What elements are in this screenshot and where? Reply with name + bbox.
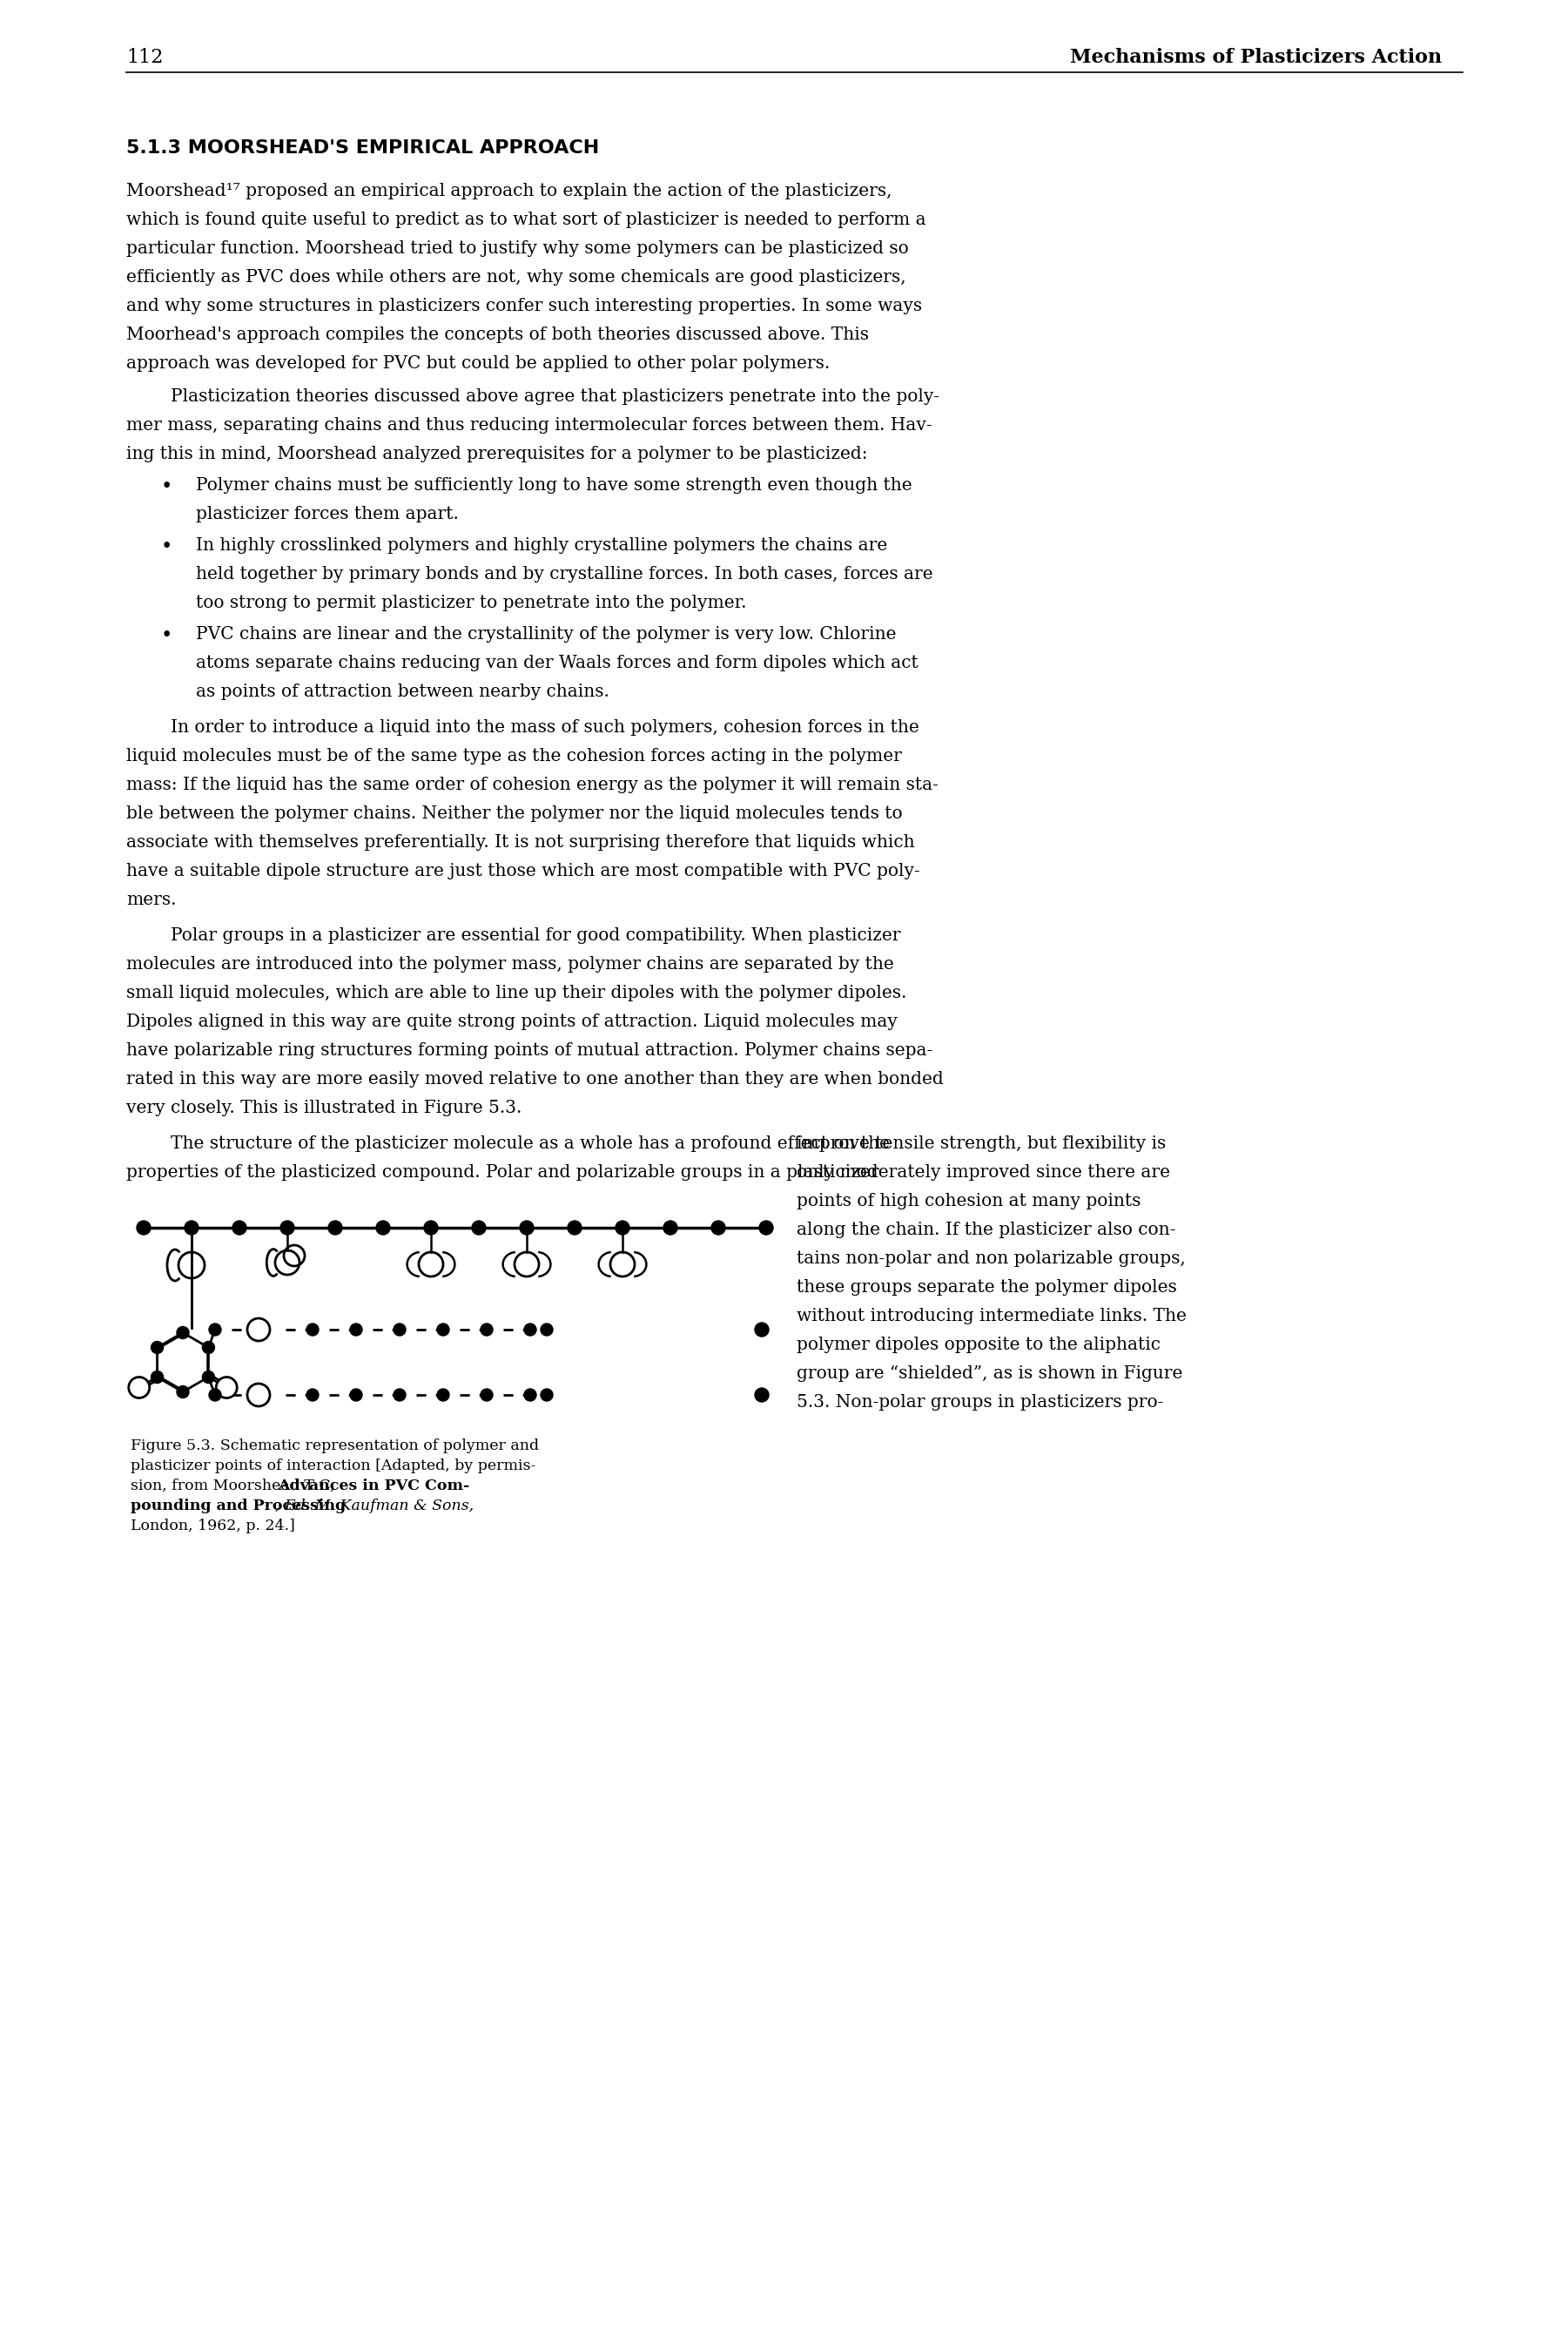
Circle shape — [177, 1385, 188, 1399]
Text: PVC chains are linear and the crystallinity of the polymer is very low. Chlorine: PVC chains are linear and the crystallin… — [196, 625, 897, 642]
Text: Figure 5.3. Schematic representation of polymer and: Figure 5.3. Schematic representation of … — [130, 1439, 539, 1453]
Text: The structure of the plasticizer molecule as a whole has a profound effect on th: The structure of the plasticizer molecul… — [127, 1136, 889, 1152]
Text: 112: 112 — [127, 47, 163, 68]
Text: points of high cohesion at many points: points of high cohesion at many points — [797, 1192, 1142, 1208]
Text: along the chain. If the plasticizer also con-: along the chain. If the plasticizer also… — [797, 1223, 1176, 1239]
Circle shape — [519, 1220, 533, 1234]
Circle shape — [202, 1371, 215, 1382]
Text: Plasticization theories discussed above agree that plasticizers penetrate into t: Plasticization theories discussed above … — [127, 388, 939, 404]
Circle shape — [754, 1324, 768, 1338]
Text: small liquid molecules, which are able to line up their dipoles with the polymer: small liquid molecules, which are able t… — [127, 985, 906, 1002]
Circle shape — [541, 1389, 554, 1401]
Text: •: • — [162, 625, 172, 644]
Circle shape — [328, 1220, 342, 1234]
Text: too strong to permit plasticizer to penetrate into the polymer.: too strong to permit plasticizer to pene… — [196, 595, 746, 611]
Circle shape — [394, 1389, 406, 1401]
Text: pounding and Processing: pounding and Processing — [130, 1498, 347, 1514]
Circle shape — [754, 1387, 768, 1401]
Text: which is found quite useful to predict as to what sort of plasticizer is needed : which is found quite useful to predict a… — [127, 212, 927, 228]
Text: plasticizer points of interaction [Adapted, by permis-: plasticizer points of interaction [Adapt… — [130, 1458, 536, 1474]
Circle shape — [394, 1324, 406, 1335]
Circle shape — [524, 1389, 536, 1401]
Text: In highly crosslinked polymers and highly crystalline polymers the chains are: In highly crosslinked polymers and highl… — [196, 538, 887, 555]
Text: rated in this way are more easily moved relative to one another than they are wh: rated in this way are more easily moved … — [127, 1072, 944, 1089]
Circle shape — [350, 1324, 362, 1335]
Text: ing this in mind, Moorshead analyzed prerequisites for a polymer to be plasticiz: ing this in mind, Moorshead analyzed pre… — [127, 447, 867, 463]
Circle shape — [216, 1378, 237, 1399]
Circle shape — [136, 1220, 151, 1234]
Circle shape — [248, 1319, 270, 1340]
Circle shape — [437, 1324, 450, 1335]
Text: efficiently as PVC does while others are not, why some chemicals are good plasti: efficiently as PVC does while others are… — [127, 268, 906, 284]
Text: ble between the polymer chains. Neither the polymer nor the liquid molecules ten: ble between the polymer chains. Neither … — [127, 806, 903, 823]
Circle shape — [480, 1389, 492, 1401]
Text: Moorshead¹⁷ proposed an empirical approach to explain the action of the plastici: Moorshead¹⁷ proposed an empirical approa… — [127, 183, 892, 200]
Text: atoms separate chains reducing van der Waals forces and form dipoles which act: atoms separate chains reducing van der W… — [196, 656, 919, 672]
Text: Mechanisms of Plasticizers Action: Mechanisms of Plasticizers Action — [1069, 47, 1441, 68]
Text: mer mass, separating chains and thus reducing intermolecular forces between them: mer mass, separating chains and thus red… — [127, 416, 931, 433]
Circle shape — [423, 1220, 437, 1234]
Text: Dipoles aligned in this way are quite strong points of attraction. Liquid molecu: Dipoles aligned in this way are quite st… — [127, 1013, 897, 1030]
Circle shape — [129, 1378, 149, 1399]
Circle shape — [306, 1324, 318, 1335]
Text: and why some structures in plasticizers confer such interesting properties. In s: and why some structures in plasticizers … — [127, 299, 922, 315]
Text: associate with themselves preferentially. It is not surprising therefore that li: associate with themselves preferentially… — [127, 835, 914, 851]
Text: London, 1962, p. 24.]: London, 1962, p. 24.] — [130, 1519, 295, 1533]
Circle shape — [568, 1220, 582, 1234]
Text: very closely. This is illustrated in Figure 5.3.: very closely. This is illustrated in Fig… — [127, 1100, 522, 1117]
Circle shape — [209, 1389, 221, 1401]
Circle shape — [712, 1220, 726, 1234]
Circle shape — [177, 1326, 188, 1338]
Text: properties of the plasticized compound. Polar and polarizable groups in a plasti: properties of the plasticized compound. … — [127, 1164, 880, 1180]
Circle shape — [248, 1385, 270, 1406]
Text: have polarizable ring structures forming points of mutual attraction. Polymer ch: have polarizable ring structures forming… — [127, 1041, 933, 1058]
Text: mass: If the liquid has the same order of cohesion energy as the polymer it will: mass: If the liquid has the same order o… — [127, 776, 938, 792]
Circle shape — [480, 1324, 492, 1335]
Text: Polymer chains must be sufficiently long to have some strength even though the: Polymer chains must be sufficiently long… — [196, 477, 913, 494]
Circle shape — [202, 1342, 215, 1354]
Text: In order to introduce a liquid into the mass of such polymers, cohesion forces i: In order to introduce a liquid into the … — [127, 719, 919, 736]
Circle shape — [472, 1220, 486, 1234]
Circle shape — [209, 1324, 221, 1335]
Text: as points of attraction between nearby chains.: as points of attraction between nearby c… — [196, 684, 610, 701]
Text: improve tensile strength, but flexibility is: improve tensile strength, but flexibilit… — [797, 1136, 1167, 1152]
Circle shape — [663, 1220, 677, 1234]
Text: mers.: mers. — [127, 891, 176, 907]
Circle shape — [524, 1324, 536, 1335]
Circle shape — [151, 1342, 163, 1354]
Circle shape — [151, 1371, 163, 1382]
Text: group are “shielded”, as is shown in Figure: group are “shielded”, as is shown in Fig… — [797, 1366, 1182, 1382]
Text: tains non-polar and non polarizable groups,: tains non-polar and non polarizable grou… — [797, 1251, 1185, 1267]
Text: sion, from Moorshead T C,: sion, from Moorshead T C, — [130, 1479, 340, 1493]
Circle shape — [437, 1389, 450, 1401]
Text: molecules are introduced into the polymer mass, polymer chains are separated by : molecules are introduced into the polyme… — [127, 957, 894, 973]
Text: , Ed. M. Kaufman & Sons,: , Ed. M. Kaufman & Sons, — [274, 1498, 474, 1514]
Text: 5.3. Non-polar groups in plasticizers pro-: 5.3. Non-polar groups in plasticizers pr… — [797, 1394, 1163, 1411]
Text: these groups separate the polymer dipoles: these groups separate the polymer dipole… — [797, 1279, 1178, 1295]
Circle shape — [232, 1220, 246, 1234]
Circle shape — [281, 1220, 295, 1234]
Circle shape — [541, 1324, 554, 1335]
Text: without introducing intermediate links. The: without introducing intermediate links. … — [797, 1307, 1187, 1324]
Circle shape — [616, 1220, 629, 1234]
Text: Moorhead's approach compiles the concepts of both theories discussed above. This: Moorhead's approach compiles the concept… — [127, 327, 869, 343]
Text: held together by primary bonds and by crystalline forces. In both cases, forces : held together by primary bonds and by cr… — [196, 567, 933, 583]
Text: approach was developed for PVC but could be applied to other polar polymers.: approach was developed for PVC but could… — [127, 355, 829, 371]
Circle shape — [306, 1389, 318, 1401]
Text: polymer dipoles opposite to the aliphatic: polymer dipoles opposite to the aliphati… — [797, 1338, 1160, 1354]
Text: Polar groups in a plasticizer are essential for good compatibility. When plastic: Polar groups in a plasticizer are essent… — [127, 926, 900, 943]
Circle shape — [185, 1220, 199, 1234]
Text: particular function. Moorshead tried to justify why some polymers can be plastic: particular function. Moorshead tried to … — [127, 240, 909, 256]
Text: Advances in PVC Com-: Advances in PVC Com- — [278, 1479, 469, 1493]
Circle shape — [759, 1220, 773, 1234]
Circle shape — [376, 1220, 390, 1234]
Text: only moderately improved since there are: only moderately improved since there are — [797, 1164, 1170, 1180]
Text: liquid molecules must be of the same type as the cohesion forces acting in the p: liquid molecules must be of the same typ… — [127, 748, 902, 764]
Text: plasticizer forces them apart.: plasticizer forces them apart. — [196, 505, 459, 522]
Text: 5.1.3 MOORSHEAD'S EMPIRICAL APPROACH: 5.1.3 MOORSHEAD'S EMPIRICAL APPROACH — [127, 139, 599, 158]
Text: •: • — [162, 538, 172, 557]
Circle shape — [350, 1389, 362, 1401]
Text: •: • — [162, 477, 172, 496]
Text: have a suitable dipole structure are just those which are most compatible with P: have a suitable dipole structure are jus… — [127, 863, 920, 879]
